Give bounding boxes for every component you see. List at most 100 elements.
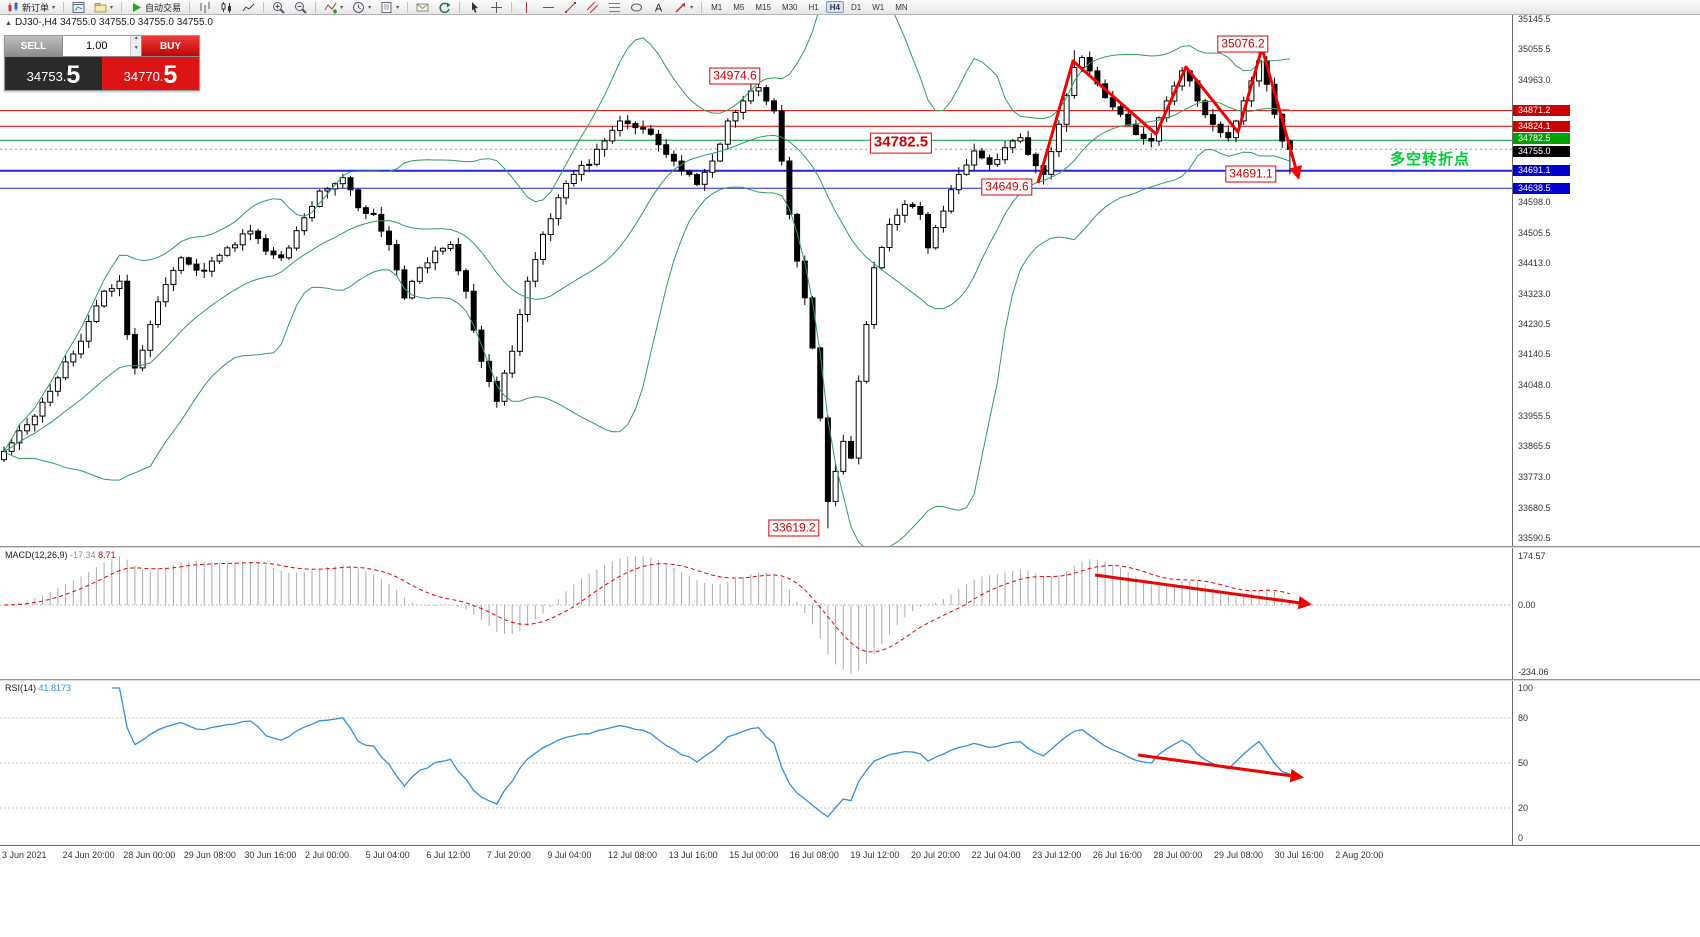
profiles-button[interactable]: ▾ — [90, 1, 117, 14]
textA-icon: A — [652, 1, 665, 14]
timeframe-m5-button[interactable]: M5 — [733, 3, 745, 12]
time-label: 24 Jun 20:00 — [62, 850, 115, 860]
caret-down-icon: ▾ — [690, 4, 694, 11]
price-tick: 34598.0 — [1518, 196, 1551, 207]
timeframe-h4-button[interactable]: H4 — [825, 1, 844, 13]
price-annotation[interactable]: 34691.1 — [1225, 165, 1277, 183]
indicators-button[interactable]: ▾ — [320, 1, 347, 14]
crosshair-button[interactable] — [486, 1, 507, 14]
rsi-tick: 80 — [1518, 713, 1529, 723]
spinner-up-icon[interactable]: ▲ — [131, 36, 141, 46]
new-order-button-label: 新订单 — [22, 2, 50, 13]
trendline-button[interactable] — [560, 1, 581, 14]
price-level-label: 34824.1 — [1513, 120, 1570, 132]
macd-signal-value: 8.71 — [98, 550, 116, 560]
sell-button[interactable]: SELL — [5, 36, 63, 56]
one-click-toggle-icon[interactable]: ▲ — [5, 20, 12, 27]
timeframe-m1-button[interactable]: M1 — [711, 3, 723, 12]
cursor-button[interactable] — [464, 1, 485, 14]
channel-button[interactable] — [582, 1, 603, 14]
timeframe-m30-button[interactable]: M30 — [781, 3, 798, 12]
line-chart-button[interactable] — [238, 1, 259, 14]
chart-window-button[interactable] — [68, 1, 89, 14]
chart-area[interactable]: ▲ DJ30-,H4 34755.0 34755.0 34755.0 34755.… — [0, 14, 1700, 546]
indicators-icon — [324, 1, 338, 14]
zoom-out-button[interactable] — [290, 1, 311, 14]
text-tool-button[interactable]: A — [648, 1, 669, 14]
time-label: 12 Jul 08:00 — [608, 850, 658, 860]
price-annotation[interactable]: 35076.2 — [1217, 35, 1269, 53]
buy-price[interactable]: 34770. 5 — [102, 57, 199, 90]
price-axis[interactable]: 35145.5 35055.5 34963.0 34598.0 34505.5 34413… — [1512, 14, 1570, 546]
volume-input[interactable] — [63, 36, 131, 56]
toolbar-separator — [701, 1, 703, 13]
ellipse-button[interactable] — [626, 1, 647, 14]
price-tick: 33865.5 — [1518, 441, 1551, 452]
caret-down-icon: ▾ — [368, 4, 372, 11]
refresh-button[interactable] — [434, 1, 455, 14]
price-tick: 33773.0 — [1518, 472, 1551, 483]
rsi-panel[interactable]: RSI(14) 41.8173 100 80 50 20 0 — [0, 681, 1700, 845]
sell-price[interactable]: 34753. 5 — [5, 57, 102, 90]
bar-chart-button[interactable] — [194, 1, 215, 14]
price-annotation[interactable]: 34782.5 — [869, 132, 933, 154]
timeframe-w1-button[interactable]: W1 — [872, 3, 885, 12]
autotrading-button[interactable]: 自动交易 — [126, 1, 185, 14]
time-label: 9 Jul 04:00 — [547, 850, 592, 860]
time-label: 16 Jul 08:00 — [789, 850, 839, 860]
panel-divider[interactable] — [0, 679, 1700, 681]
price-tick: 34963.0 — [1518, 74, 1551, 85]
price-annotation[interactable]: 34649.6 — [981, 178, 1033, 195]
time-axis[interactable]: 3 Jun 2021 24 Jun 20:00 28 Jun 00:00 29 Jun… — [0, 845, 1700, 937]
macd-tick: 174.57 — [1518, 551, 1546, 561]
price-tick: 35145.5 — [1518, 14, 1551, 24]
rsi-tick: 100 — [1518, 683, 1534, 693]
price-tick: 35055.5 — [1518, 44, 1551, 55]
macd-label: MACD(12,26,9) -17.34 8.71 — [5, 550, 116, 560]
buy-price-pip: 5 — [163, 61, 178, 89]
macd-chart — [0, 556, 1512, 674]
sell-price-main: 34753. — [26, 69, 67, 84]
candlestick-chart[interactable] — [0, 15, 1512, 546]
new-order-button[interactable]: 新订单 ▾ — [3, 1, 59, 14]
price-tick: 34505.5 — [1518, 227, 1551, 238]
price-tick: 33955.5 — [1518, 411, 1551, 422]
periods-button[interactable]: ▾ — [348, 1, 375, 14]
horizontal-line-button[interactable] — [538, 1, 559, 14]
profiles-icon — [94, 1, 107, 14]
timeframe-m15-button[interactable]: M15 — [755, 3, 771, 12]
time-label: 5 Jul 04:00 — [365, 850, 410, 860]
price-annotation[interactable]: 34974.6 — [709, 67, 761, 85]
timeframe-d1-button[interactable]: D1 — [850, 3, 862, 12]
hline-icon — [542, 1, 555, 14]
news-button[interactable] — [412, 1, 433, 14]
rsi-axis[interactable]: 100 80 50 20 0 — [1512, 681, 1570, 845]
timeframe-h1-button[interactable]: H1 — [808, 3, 819, 12]
panel-divider[interactable] — [0, 546, 1700, 548]
toolbar-separator — [315, 1, 317, 13]
macd-axis[interactable]: 174.57 0.00 -234.06 — [1512, 548, 1570, 679]
sell-price-pip: 5 — [66, 61, 81, 89]
vertical-line-button[interactable] — [516, 1, 537, 14]
buy-button[interactable]: BUY — [141, 36, 199, 56]
arrow-objects-button[interactable]: ▾ — [670, 1, 697, 14]
macd-panel[interactable]: MACD(12,26,9) -17.34 8.71 174.57 0.00 -234… — [0, 548, 1700, 679]
price-tick: 34230.5 — [1518, 319, 1551, 330]
channel-icon — [586, 1, 599, 14]
timeframe-mn-button[interactable]: MN — [895, 3, 908, 12]
spinner-down-icon[interactable]: ▼ — [131, 46, 141, 56]
fibonacci-button[interactable] — [604, 1, 625, 14]
templates-button[interactable]: ▾ — [376, 1, 403, 14]
toolbar-separator — [63, 1, 65, 13]
price-level-label: 34691.1 — [1513, 165, 1570, 177]
rsi-tick: 0 — [1518, 833, 1524, 843]
rsi-value: 41.8173 — [38, 683, 72, 693]
candlestick-chart-button[interactable] — [216, 1, 237, 14]
zoom-in-button[interactable] — [268, 1, 289, 14]
price-annotation[interactable]: 33619.2 — [768, 519, 820, 537]
price-level-label: 34755.0 — [1513, 145, 1570, 157]
buy-price-main: 34770. — [123, 69, 164, 84]
time-label: 23 Jul 12:00 — [1032, 850, 1082, 860]
time-label: 2 Aug 20:00 — [1335, 850, 1384, 860]
bars-icon — [198, 1, 211, 14]
